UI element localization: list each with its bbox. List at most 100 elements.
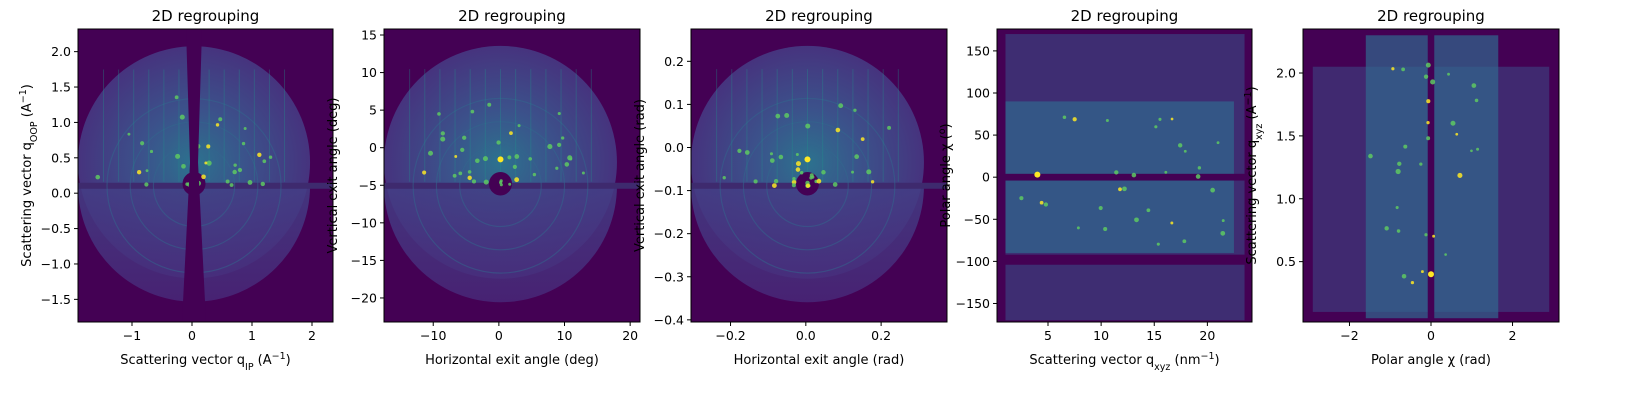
bragg-spot <box>458 171 463 176</box>
y-tick-label: 10 <box>361 65 377 80</box>
bragg-spot <box>1423 74 1429 79</box>
bragg-spot <box>795 167 801 172</box>
bragg-spot <box>1410 281 1415 285</box>
x-tick-label: 0 <box>1427 328 1435 343</box>
bragg-spot <box>440 136 446 142</box>
specular-peak <box>497 156 504 163</box>
bragg-spot <box>854 154 860 160</box>
y-axis-label: Polar angle χ (o) <box>937 123 955 227</box>
diffraction-ring <box>459 144 542 228</box>
bragg-spot <box>440 131 445 136</box>
label-part-sup: −1 <box>18 89 29 103</box>
bragg-spot <box>206 144 211 149</box>
bragg-spot <box>215 123 220 127</box>
bragg-spot <box>1444 253 1447 256</box>
label-part-sup: −1 <box>1201 351 1215 362</box>
bragg-spot <box>229 183 234 187</box>
x-tick-label: 2 <box>1509 328 1517 343</box>
bragg-spot <box>1183 149 1187 153</box>
bragg-spot <box>422 170 427 175</box>
bragg-spot <box>260 181 266 187</box>
x-axis-label: Horizontal exit angle (rad) <box>734 353 905 368</box>
y-tick-label: −0.2 <box>654 226 684 241</box>
bragg-spot <box>1039 200 1044 205</box>
bragg-spot <box>218 117 223 122</box>
bragg-spot <box>775 113 781 119</box>
bragg-spot <box>475 158 480 164</box>
bragg-spot <box>1182 239 1187 244</box>
bragg-spot <box>1170 117 1174 121</box>
y-tick-label: −0.4 <box>654 312 684 327</box>
label-part-end: ) <box>939 123 954 128</box>
y-tick-label: −0.1 <box>654 183 684 198</box>
specular-peak <box>1034 171 1041 178</box>
heatmap-image <box>1005 34 1245 321</box>
bragg-spot <box>1426 121 1430 125</box>
bragg-spot <box>1197 166 1202 170</box>
x-tick-label: 0 <box>188 328 196 343</box>
y-axis-label: Scattering vector qxyz (A−1) <box>1243 86 1265 264</box>
chart-title: 2D regrouping <box>1377 7 1485 25</box>
bragg-spot <box>791 183 796 188</box>
bragg-spot <box>1154 125 1158 129</box>
label-part-prefix: Polar angle χ ( <box>939 134 954 227</box>
bragg-spot <box>179 114 185 120</box>
bragg-spot <box>1396 229 1401 233</box>
label-part-sub: xyz <box>1254 124 1265 140</box>
x-tick-label: −0.2 <box>715 328 745 343</box>
bragg-spot <box>512 164 517 169</box>
panel-3: 2D regrouping −0.2 0.0 0.2 −0.4 −0.3 −0.2 −0.1 0… <box>633 7 948 368</box>
label-part-prefix: Polar angle χ (rad) <box>1371 353 1491 368</box>
y-axis-label: Vertical exit angle (rad) <box>633 99 648 252</box>
axes-frame <box>383 28 641 323</box>
horizon-band <box>384 182 640 189</box>
label-part-sup: −1 <box>272 351 286 362</box>
y-tick-label: −50 <box>964 212 990 227</box>
y-tick-label: −15 <box>351 253 377 268</box>
chart-title: 2D regrouping <box>152 7 260 25</box>
bragg-spot <box>1164 170 1168 174</box>
shadow-region <box>384 185 617 303</box>
x-tick-label: 0 <box>495 328 503 343</box>
bragg-spot <box>462 135 467 140</box>
x-tick-label: −1 <box>123 328 141 343</box>
bragg-spot <box>1105 118 1109 123</box>
bragg-spot <box>428 150 434 156</box>
bragg-spot <box>555 166 559 170</box>
y-tick-label: −100 <box>956 254 990 269</box>
diffraction-ring <box>719 97 896 274</box>
bragg-spot <box>174 95 179 100</box>
bragg-spot <box>799 171 804 175</box>
label-part-prefix: Scattering vector q <box>1245 140 1260 265</box>
bragg-spot <box>140 141 145 146</box>
label-part-sup: −1 <box>1243 91 1254 105</box>
bragg-spot <box>1195 174 1201 179</box>
bragg-spot <box>1395 205 1399 210</box>
bragg-spot <box>771 183 777 188</box>
bragg-spot <box>1474 98 1479 103</box>
heatmap-image <box>691 45 947 303</box>
bragg-spot <box>744 150 750 155</box>
bragg-spot <box>737 148 742 153</box>
y-tick-label: 50 <box>974 128 990 143</box>
bragg-spot <box>467 175 472 181</box>
bragg-spot <box>225 179 230 184</box>
chart-title: 2D regrouping <box>458 7 566 25</box>
bragg-spot <box>581 171 585 175</box>
y-tick-label: −0.3 <box>654 269 684 284</box>
bragg-spot <box>1425 62 1431 68</box>
bragg-spot <box>1118 187 1122 192</box>
bragg-spot <box>1216 141 1220 145</box>
bragg-spot <box>1403 144 1408 149</box>
bragg-spot <box>454 155 458 158</box>
panel-1: 2D regrouping −1 0 1 2 −1.5 −1.0 −0.5 0.0 0.5 1.0 1… <box>18 7 334 373</box>
bragg-spot <box>1122 186 1127 192</box>
bragg-spot <box>508 182 512 186</box>
bragg-spot <box>557 142 562 147</box>
bragg-spot <box>452 173 457 178</box>
bragg-spot <box>1391 67 1395 71</box>
bragg-spot <box>791 179 797 185</box>
bragg-spot <box>243 127 247 131</box>
y-tick-label: 1.5 <box>1276 128 1296 143</box>
bragg-spot <box>499 179 503 183</box>
